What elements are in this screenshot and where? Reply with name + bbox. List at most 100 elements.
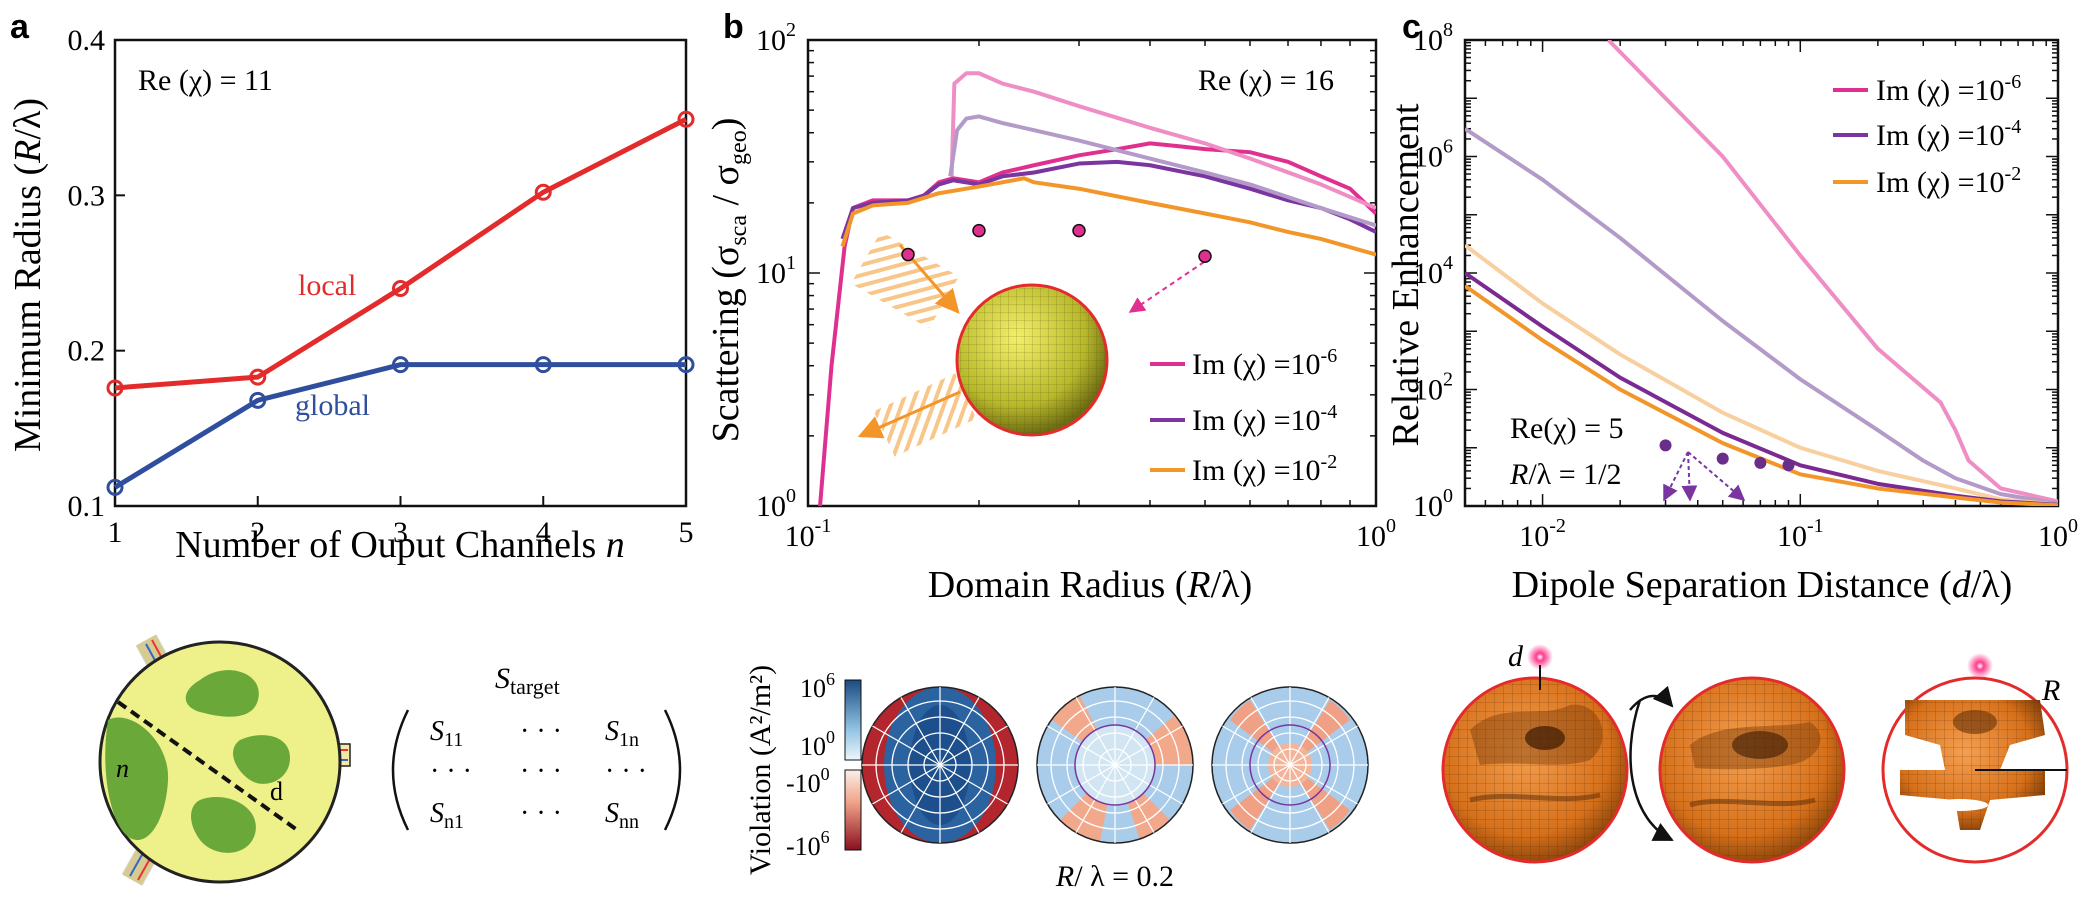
legend-b-text-2: Im (χ) =10-4: [1192, 401, 1337, 437]
c-ytick-label: 108: [1413, 19, 1453, 57]
a-point-global: [534, 356, 552, 374]
polar-grid-spoke: [1222, 764, 1291, 805]
diagram-label-n: n: [116, 754, 129, 783]
panel-c-legend: Im (χ) =10-6 Im (χ) =10-4 Im (χ) =10-2: [1833, 71, 2021, 199]
panel-a-label-global: global: [295, 389, 370, 422]
polar-grid-spoke: [1047, 725, 1116, 766]
polar-grid-spoke: [939, 764, 980, 833]
panel-c-ylabel: Relative Enhancement: [1385, 103, 1427, 446]
scatterer-voxels: [959, 287, 1105, 433]
b-ytick-label: 102: [756, 19, 796, 57]
matrix-cell: · · ·: [520, 756, 562, 787]
device-domain: [98, 640, 342, 884]
colorbar-red: [844, 769, 862, 851]
a-series-line-global: [113, 362, 686, 490]
legend-c-text-3: Im (χ) =10-2: [1876, 163, 2021, 199]
matrix-cell: S1n: [605, 716, 639, 751]
panel-a-label-local: local: [298, 269, 356, 302]
dipole-3: [1967, 653, 1993, 679]
polar-purple-ring: [1249, 724, 1331, 806]
polar-grid-spoke: [1222, 725, 1291, 766]
panel-c-chart: 10-2 10-1 100 100 102 104 106 108 Im (χ) =10-6 …: [1385, 19, 2078, 606]
polar-caption: R/ λ = 0.2: [1055, 860, 1174, 893]
matrix-cell: Sn1: [430, 798, 464, 833]
b-series-line-4: [948, 114, 1376, 228]
a-xtick-label: 2: [250, 516, 265, 549]
matrix-cell: · · ·: [520, 798, 562, 829]
polar-grid-spoke: [1289, 764, 1358, 805]
inset-pointer-arrow: [1128, 261, 1205, 313]
dashed-line: [116, 700, 302, 834]
colorbar-tick-3: -100: [786, 764, 830, 798]
b-xtick-label: 100: [1356, 515, 1396, 553]
panel-letter-c: c: [1402, 8, 1421, 46]
panel-letter-b: b: [723, 8, 744, 46]
b-ytick-label: 100: [756, 485, 796, 523]
green-region-1: [185, 670, 259, 717]
c-series-line-1: [1465, 127, 2058, 506]
a-point-global: [106, 478, 124, 496]
green-region-2: [105, 717, 169, 841]
matrix-cell: · · ·: [605, 756, 647, 787]
a-ytick-label: 0.3: [68, 179, 106, 212]
polar-grid-spoke: [872, 764, 941, 805]
c-ytick-label: 102: [1413, 369, 1453, 407]
c-ytick-label: 106: [1413, 136, 1453, 174]
matrix-left-bracket: [391, 709, 410, 831]
c-arrow-3: [1687, 451, 1746, 502]
polar-grid-spoke: [1289, 697, 1330, 766]
matrix-cell: Snn: [605, 798, 639, 833]
matrix-cell: S11: [430, 716, 463, 751]
polar-grid-spoke: [900, 764, 941, 833]
panel-b-ylabel: Scattering (σsca / σgeo): [705, 118, 752, 443]
structure-3: R: [1881, 653, 2069, 864]
scattered-arrow: [857, 390, 961, 439]
polar-grid-spoke: [939, 697, 980, 766]
b-sample-dot: [1072, 223, 1086, 238]
a-point-global: [249, 391, 267, 409]
polar-grid-spoke: [1250, 697, 1291, 766]
structure-label-d: d: [1508, 640, 1524, 673]
a-point-global: [677, 356, 695, 374]
matrix-title: Starget: [495, 662, 560, 699]
c-xtick-label: 10-1: [1777, 515, 1824, 553]
green-region-3: [233, 735, 290, 784]
structure-2: [1658, 676, 1846, 864]
panel-a-chart: 1 2 3 4 5 0.1 0.2 0.3 0.4 Re (χ) = 11 local glob…: [7, 24, 695, 566]
structure-label-R: R: [2041, 674, 2060, 707]
matrix-cell: · · ·: [430, 756, 472, 787]
colorbar-tick-4: -106: [786, 827, 830, 861]
a-ytick-label: 0.2: [68, 335, 106, 368]
colorbar-tick-2: 100: [800, 727, 835, 761]
panel-c-annotation-2: R/λ = 1/2: [1509, 458, 1621, 491]
structure-insets: d R: [1441, 640, 2069, 864]
panel-a-annotation: Re (χ) = 11: [138, 64, 273, 97]
panel-a-ylabel: Minimum Radius (R/λ): [7, 98, 49, 452]
a-series-line-local: [114, 116, 688, 391]
c-sample-dot: [1716, 452, 1729, 465]
b-ytick-label: 101: [756, 252, 796, 290]
panel-a-xlabel: Number of Ouput Channels n: [175, 524, 625, 566]
a-xtick-label: 3: [393, 516, 408, 549]
incident-wave: [851, 231, 959, 329]
green-region-4: [191, 797, 256, 853]
c-sample-dot: [1659, 439, 1672, 452]
polar-grid-spoke: [900, 697, 941, 766]
polar-grid-spoke: [1075, 764, 1116, 833]
s-matrix: Starget S11 · · · S1n · · · · · · · · · Sn1 · ·…: [391, 662, 682, 833]
polar-grid-spoke: [1289, 725, 1358, 766]
a-xtick-label: 1: [108, 516, 123, 549]
panel-b-annotation: Re (χ) = 16: [1198, 64, 1334, 97]
waveguide-diagram: n d: [98, 634, 351, 886]
panel-b-xlabel: Domain Radius (R/λ): [928, 564, 1253, 606]
polar-grid-spoke: [1075, 697, 1116, 766]
legend-b-text-1: Im (χ) =10-6: [1192, 345, 1337, 381]
c-xtick-label: 100: [2038, 515, 2078, 553]
c-ytick-label: 104: [1413, 252, 1453, 290]
c-arrow-2: [1681, 451, 1698, 502]
panel-letter-a: a: [10, 8, 30, 46]
polar-grid-spoke: [1047, 764, 1116, 805]
polar-purple-ring: [1074, 724, 1156, 806]
a-ytick-label: 0.4: [68, 24, 106, 57]
